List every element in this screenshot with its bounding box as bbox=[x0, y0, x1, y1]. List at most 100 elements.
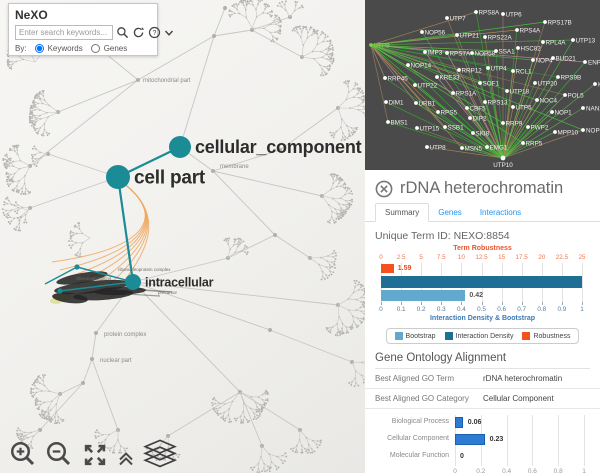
gene-label-RPS5[interactable]: RPS5 bbox=[441, 110, 458, 117]
term-node-label[interactable]: cellular_component bbox=[195, 137, 362, 157]
term-label-mitochondrial-part[interactable]: mitochondrial part bbox=[143, 78, 191, 84]
gene-label-RPS13[interactable]: RPS13 bbox=[488, 100, 508, 107]
gene-node-UTP7[interactable] bbox=[445, 16, 449, 20]
gene-node-IMP3[interactable] bbox=[423, 50, 427, 54]
gene-label-UTP21[interactable]: UTP21 bbox=[460, 33, 480, 40]
refresh-icon[interactable] bbox=[132, 26, 145, 39]
gene-label-NOP6[interactable]: NOP6 bbox=[586, 128, 600, 135]
gene-node-SKI8[interactable] bbox=[471, 131, 475, 135]
gene-label-HSC82[interactable]: HSC82 bbox=[521, 46, 542, 53]
gene-label-BMS1[interactable]: BMS1 bbox=[391, 120, 409, 127]
gene-label-NOP58[interactable]: NOP58 bbox=[475, 51, 496, 58]
gene-label-UTP13[interactable]: UTP13 bbox=[576, 38, 596, 45]
gene-label-RPS9B[interactable]: RPS9B bbox=[561, 75, 582, 82]
gene-node-RRP9[interactable] bbox=[501, 121, 505, 125]
gene-label-RRP45[interactable]: RRP45 bbox=[388, 76, 409, 83]
gene-node-NOP56[interactable] bbox=[420, 30, 424, 34]
gene-node-RCL1[interactable] bbox=[511, 69, 515, 73]
gene-node-NOP6[interactable] bbox=[581, 128, 585, 132]
gene-node-BUD21[interactable] bbox=[551, 56, 555, 60]
close-icon[interactable] bbox=[375, 180, 393, 198]
gene-label-KRE33[interactable]: KRE33 bbox=[440, 75, 460, 82]
radio-keywords[interactable] bbox=[34, 44, 44, 53]
gene-label-UTP7[interactable]: UTP7 bbox=[450, 16, 467, 23]
gene-label-SSA1[interactable]: SSA1 bbox=[499, 49, 516, 56]
gene-node-RPS13[interactable] bbox=[483, 100, 487, 104]
gene-node-RRP5[interactable] bbox=[521, 141, 525, 145]
gene-node-UTP21[interactable] bbox=[455, 33, 459, 37]
gene-node-DIM1[interactable] bbox=[384, 100, 388, 104]
gene-node-RPS22A[interactable] bbox=[483, 35, 487, 39]
gene-node-SOF1[interactable] bbox=[478, 81, 482, 85]
term-node-label[interactable]: cell part bbox=[134, 167, 206, 188]
gene-node-UTP18[interactable] bbox=[505, 89, 509, 93]
tab-interactions[interactable]: Interactions bbox=[479, 208, 522, 217]
gene-node-CBF5[interactable] bbox=[465, 106, 469, 110]
gene-node-UTP10[interactable] bbox=[500, 155, 506, 161]
cluster-label[interactable]: precursor bbox=[158, 290, 178, 295]
help-icon[interactable]: ? bbox=[148, 26, 161, 39]
gene-label-SOF1[interactable]: SOF1 bbox=[483, 81, 500, 88]
gene-node-RPS8A[interactable] bbox=[474, 10, 478, 14]
gene-node-RPS7A[interactable] bbox=[445, 51, 449, 55]
gene-node-RPL4A[interactable] bbox=[541, 40, 545, 44]
radio-genes-label[interactable]: Genes bbox=[103, 44, 128, 53]
gene-node-UTP4[interactable] bbox=[486, 66, 490, 70]
cluster-label[interactable]: ribosomal subunit bbox=[76, 276, 112, 281]
gene-label-RPS8A[interactable]: RPS8A bbox=[479, 10, 500, 17]
gene-label-UTP5[interactable]: UTP5 bbox=[516, 105, 533, 112]
search-input[interactable] bbox=[15, 25, 113, 40]
gene-node-KRE33[interactable] bbox=[435, 75, 439, 79]
gene-label-MSN5[interactable]: MSN5 bbox=[465, 146, 483, 153]
gene-label-RPS4A[interactable]: RPS4A bbox=[520, 28, 541, 35]
gene-node-BMS1[interactable] bbox=[386, 120, 390, 124]
gene-node-UTP15[interactable] bbox=[415, 126, 419, 130]
gene-node-SSA1[interactable] bbox=[494, 49, 498, 53]
gene-label-UTP4[interactable]: UTP4 bbox=[491, 66, 508, 73]
gene-label-PWP2[interactable]: PWP2 bbox=[531, 125, 549, 132]
gene-label-RPS1A[interactable]: RPS1A bbox=[456, 91, 477, 98]
gene-node-UTP8[interactable] bbox=[425, 145, 429, 149]
gene-node-KRR1[interactable] bbox=[593, 82, 597, 86]
legend-item-robustness[interactable]: Robustness bbox=[522, 332, 570, 340]
gene-node-UTP5[interactable] bbox=[511, 105, 515, 109]
gene-label-UTP8[interactable]: UTP8 bbox=[430, 145, 447, 152]
gene-node-RPS1A[interactable] bbox=[451, 91, 455, 95]
gene-label-EMG1[interactable]: EMG1 bbox=[490, 145, 508, 152]
gene-label-URB1[interactable]: URB1 bbox=[419, 101, 436, 108]
gene-label-NOC4[interactable]: NOC4 bbox=[540, 98, 558, 105]
gene-label-SKI8[interactable]: SKI8 bbox=[476, 131, 490, 138]
term-label-nuclear-part[interactable]: nuclear part bbox=[100, 358, 132, 364]
gene-node-PWP2[interactable] bbox=[526, 125, 530, 129]
gene-label-RRP9[interactable]: RRP9 bbox=[506, 121, 523, 128]
gene-label-NOP14[interactable]: NOP14 bbox=[411, 63, 432, 70]
gene-label-UTP15[interactable]: UTP15 bbox=[420, 126, 440, 133]
gene-node-NOP4[interactable] bbox=[531, 58, 535, 62]
gene-node-SSB1[interactable] bbox=[443, 125, 447, 129]
gene-node-NOP58[interactable] bbox=[470, 51, 474, 55]
zoom-in-button[interactable] bbox=[8, 439, 38, 469]
gene-node-UTP9[interactable] bbox=[369, 43, 373, 47]
search-icon[interactable] bbox=[116, 26, 129, 39]
gene-node-NOP1[interactable] bbox=[550, 110, 554, 114]
gene-node-RRP45[interactable] bbox=[383, 76, 387, 80]
layers-button[interactable] bbox=[143, 439, 177, 469]
gene-label-POL5[interactable]: POL5 bbox=[568, 93, 585, 100]
radio-keywords-label[interactable]: Keywords bbox=[47, 44, 83, 53]
gene-label-RPL4A[interactable]: RPL4A bbox=[546, 40, 567, 47]
legend-item-bootstrap[interactable]: Bootstrap bbox=[394, 332, 436, 340]
gene-label-RCL1[interactable]: RCL1 bbox=[516, 69, 533, 76]
gene-node-RRP12[interactable] bbox=[457, 68, 461, 72]
ontology-tree-view[interactable]: mitochondrial part membrane protein comple… bbox=[0, 0, 365, 473]
gene-label-SSB1[interactable]: SSB1 bbox=[448, 125, 465, 132]
tab-summary[interactable]: Summary bbox=[375, 203, 430, 222]
gene-label-UTP9[interactable]: UTP9 bbox=[374, 43, 391, 50]
gene-label-RRP5[interactable]: RRP5 bbox=[526, 141, 543, 148]
gene-node-UTP13[interactable] bbox=[571, 38, 575, 42]
gene-node-NAN1[interactable] bbox=[581, 106, 585, 110]
gene-node-POL5[interactable] bbox=[563, 93, 567, 97]
term-label-protein-complex[interactable]: protein complex bbox=[104, 332, 146, 338]
tab-genes[interactable]: Genes bbox=[438, 208, 462, 217]
gene-node-UTP20[interactable] bbox=[533, 81, 537, 85]
cluster-label[interactable]: ribonucleoprotein complex bbox=[118, 267, 171, 272]
